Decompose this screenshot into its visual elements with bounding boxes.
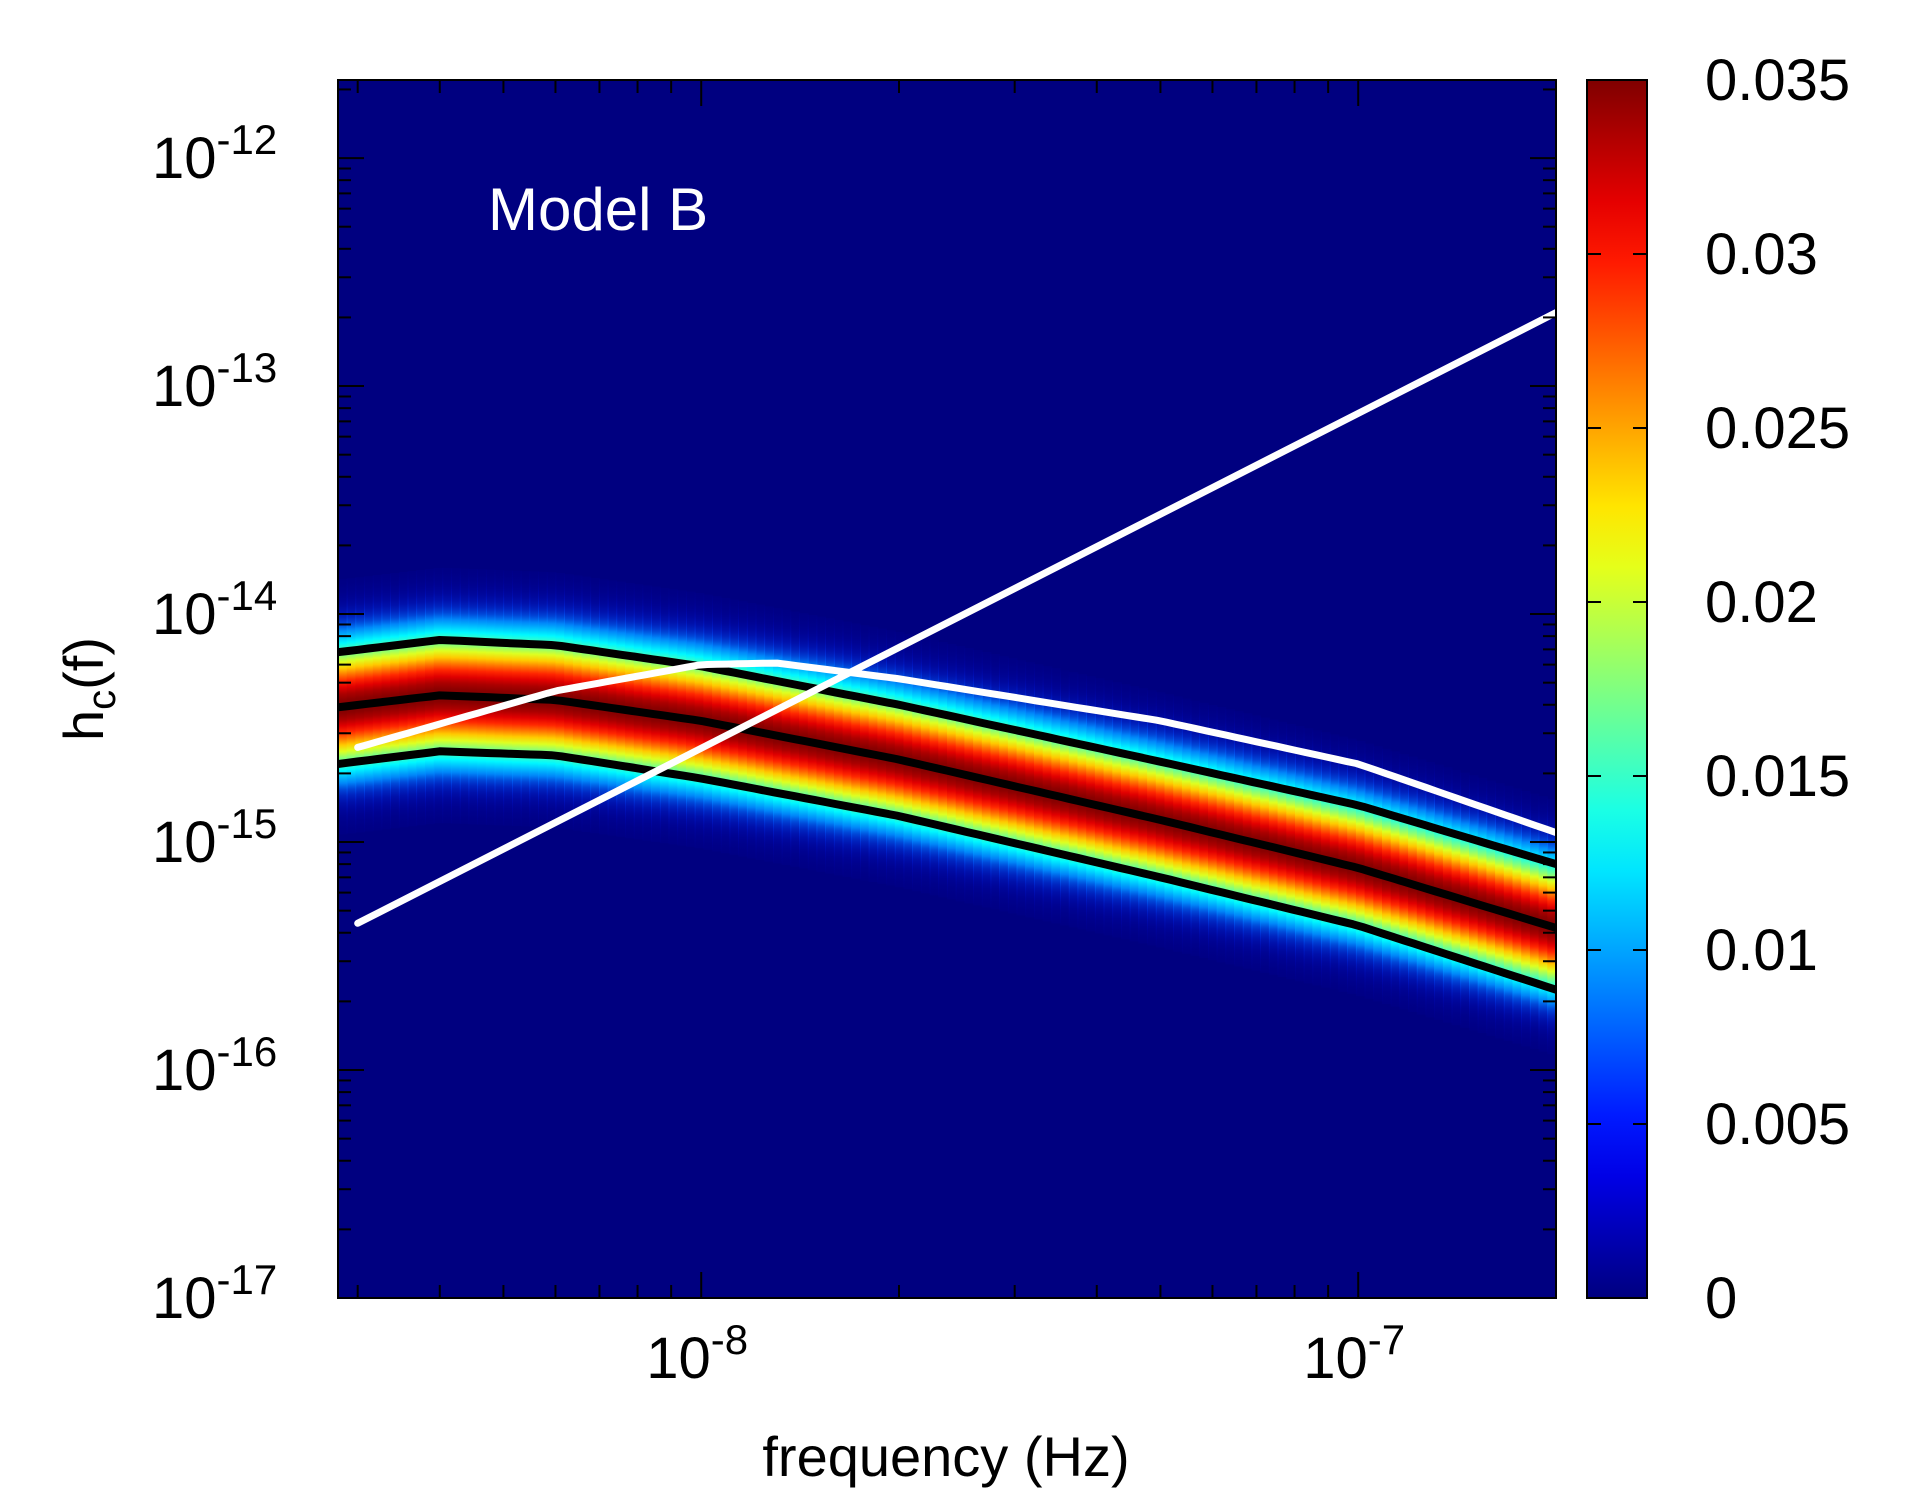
- x-tick-label: 10-8: [646, 1316, 748, 1391]
- y-tick-label-exp: -15: [217, 800, 278, 847]
- colorbar-gradient: [1586, 79, 1648, 1299]
- y-tick-label-exp: -17: [217, 1256, 278, 1303]
- y-axis-label: hc(f): [52, 637, 124, 741]
- y-label-tail: (f): [52, 637, 115, 690]
- y-tick-label-base: 10: [152, 126, 217, 191]
- y-tick-label-base: 10: [152, 810, 217, 875]
- y-axis-label-text: hc(f): [52, 637, 124, 741]
- y-tick-label: 10-14: [152, 572, 277, 647]
- y-tick-label: 10-17: [152, 1256, 277, 1331]
- colorbar: 0 0.005 0.01 0.015 0.02 0.025 0.03 0.035: [1586, 48, 1850, 1331]
- x-axis-label: frequency (Hz): [762, 1425, 1129, 1488]
- y-tick-label-base: 10: [152, 1038, 217, 1103]
- series-line-rising-line: [354, 309, 1556, 927]
- colorbar-tick-label: 0.015: [1705, 744, 1850, 809]
- x-tick-label-exp: -7: [1368, 1316, 1405, 1363]
- series-line-lower: [338, 747, 1556, 994]
- series-curves: [338, 309, 1556, 994]
- y-tick-label: 10-16: [152, 1028, 277, 1103]
- x-tick-label-base: 10: [1303, 1326, 1368, 1391]
- series-line-sensitivity-curve: [354, 659, 1556, 837]
- y-tick-label-base: 10: [152, 1266, 217, 1331]
- colorbar-tick-label: 0.035: [1705, 48, 1850, 113]
- colorbar-tick-label: 0.005: [1705, 1092, 1850, 1157]
- colorbar-tick-label: 0.02: [1705, 570, 1818, 635]
- y-label-sub: c: [80, 690, 124, 710]
- y-tick-label-exp: -16: [217, 1028, 278, 1075]
- x-tick-label-base: 10: [646, 1326, 711, 1391]
- plot-frame: [337, 79, 1557, 1299]
- y-tick-label-exp: -13: [217, 344, 278, 391]
- series-line-upper: [338, 636, 1556, 869]
- x-tick-label-exp: -8: [711, 1316, 748, 1363]
- y-tick-label-exp: -12: [217, 116, 278, 163]
- y-tick-label: 10-15: [152, 800, 277, 875]
- colorbar-tick-label: 0.025: [1705, 396, 1850, 461]
- y-tick-label-exp: -14: [217, 572, 278, 619]
- y-tick-label: 10-12: [152, 116, 277, 191]
- x-tick-label: 10-7: [1303, 1316, 1405, 1391]
- y-tick-label: 10-13: [152, 344, 277, 419]
- y-label-main: h: [52, 710, 115, 741]
- series-line-median: [338, 691, 1556, 932]
- colorbar-tick-label: 0: [1705, 1266, 1737, 1331]
- colorbar-tick-label: 0.01: [1705, 918, 1818, 983]
- colorbar-tick-label: 0.03: [1705, 222, 1818, 287]
- y-tick-label-base: 10: [152, 582, 217, 647]
- y-tick-label-base: 10: [152, 354, 217, 419]
- model-annotation: Model B: [488, 176, 708, 243]
